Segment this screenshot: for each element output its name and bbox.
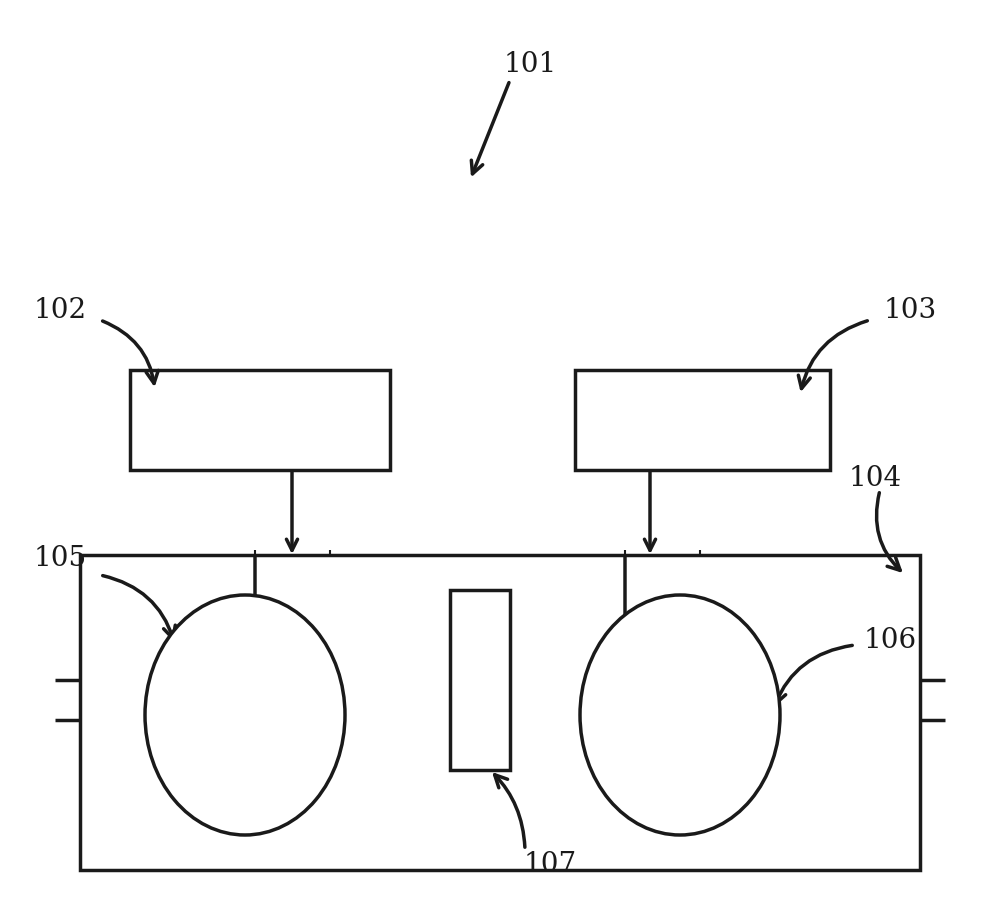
Text: 102: 102 bbox=[33, 297, 87, 324]
Text: 104: 104 bbox=[848, 465, 902, 491]
Bar bbox=[130, 370, 390, 470]
Ellipse shape bbox=[145, 595, 345, 835]
Text: 103: 103 bbox=[883, 297, 937, 324]
Bar bbox=[450, 590, 510, 770]
Bar bbox=[575, 370, 830, 470]
Bar bbox=[80, 555, 920, 870]
Ellipse shape bbox=[580, 595, 780, 835]
Text: 105: 105 bbox=[33, 545, 87, 572]
Text: 101: 101 bbox=[503, 52, 557, 78]
Text: 107: 107 bbox=[523, 852, 577, 879]
Text: 106: 106 bbox=[863, 627, 917, 654]
